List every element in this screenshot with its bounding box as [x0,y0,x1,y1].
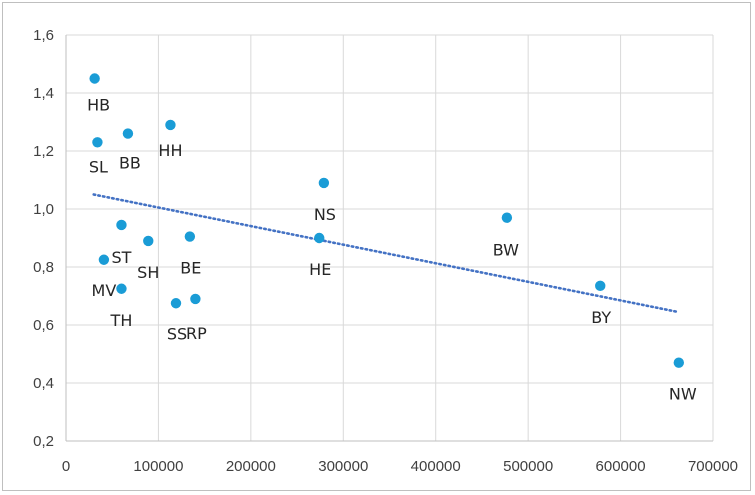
data-point-th [116,283,127,294]
data-point-ns [318,177,330,189]
x-tick-label: 0 [62,458,70,475]
data-point-he [314,232,325,244]
y-tick-label: 0,4 [33,375,54,392]
data-point-bb [122,128,134,139]
point-label-sh: SH [137,263,159,282]
axes [65,35,713,442]
x-tick-labels: 0 100000 200000 300000 400000 500000 600000 700… [62,458,738,475]
data-point-mv [98,254,110,265]
point-label-mv: MV [92,281,117,300]
y-tick-label: 0,6 [33,317,54,334]
point-label-ss: SS [167,324,187,343]
point-label-bw: BW [493,241,519,260]
point-label-st: ST [111,248,131,267]
y-tick-label: 1,0 [33,201,54,218]
point-label-bb: BB [119,154,141,173]
point-label-rp: RP [186,324,207,343]
data-point-be [184,231,196,242]
data-point-sl [92,137,103,148]
point-label-ns: NS [314,205,336,224]
y-tick-label: 0,8 [33,259,54,276]
x-tick-label: 700000 [688,458,738,475]
trendline [92,193,680,314]
point-label-nw: NW [669,385,697,404]
x-tick-label: 200000 [226,458,276,475]
y-tick-label: 1,4 [33,85,54,102]
data-point-rp [190,293,201,305]
trendline-group [92,193,680,314]
data-point-by [595,280,606,292]
x-tick-label: 600000 [596,458,646,475]
data-point-sh [143,235,154,247]
x-tick-label: 400000 [411,458,461,475]
data-point-ss [170,298,182,309]
data-point-hh [165,119,176,131]
point-label-sl: SL [89,157,108,176]
data-point-st [116,219,127,231]
y-tick-label: 1,6 [33,27,54,44]
point-label-hh: HH [158,141,182,160]
data-point-hb [89,73,100,84]
point-label-hb: HB [87,96,110,115]
data-point-nw [673,357,685,368]
point-label-th: TH [110,311,133,330]
y-tick-label: 0,2 [33,433,54,450]
y-tick-labels: 0,2 0,4 0,6 0,8 1,0 1,2 1,4 1,6 [33,27,54,450]
grid [66,34,714,441]
y-tick-label: 1,2 [33,143,54,160]
point-label-by: BY [591,308,611,327]
x-tick-label: 300000 [318,458,368,475]
data-points [89,73,685,368]
point-label-be: BE [180,259,201,278]
x-tick-label: 500000 [503,458,553,475]
data-point-bw [501,212,513,223]
x-tick-label: 100000 [133,458,183,475]
point-label-he: HE [309,260,331,279]
